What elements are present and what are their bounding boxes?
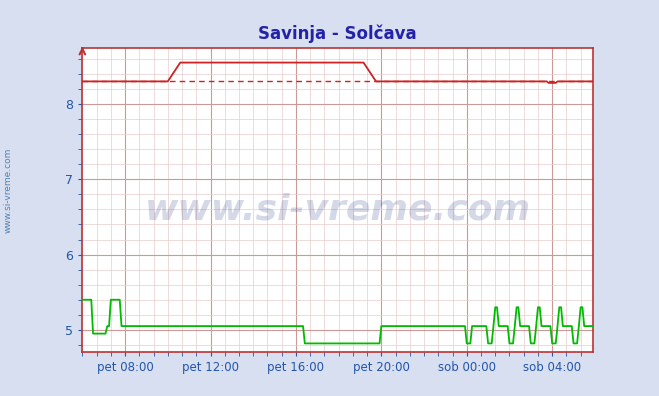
Title: Savinja - Solčava: Savinja - Solčava <box>258 25 417 43</box>
Text: www.si-vreme.com: www.si-vreme.com <box>3 147 13 233</box>
Text: www.si-vreme.com: www.si-vreme.com <box>145 192 530 226</box>
